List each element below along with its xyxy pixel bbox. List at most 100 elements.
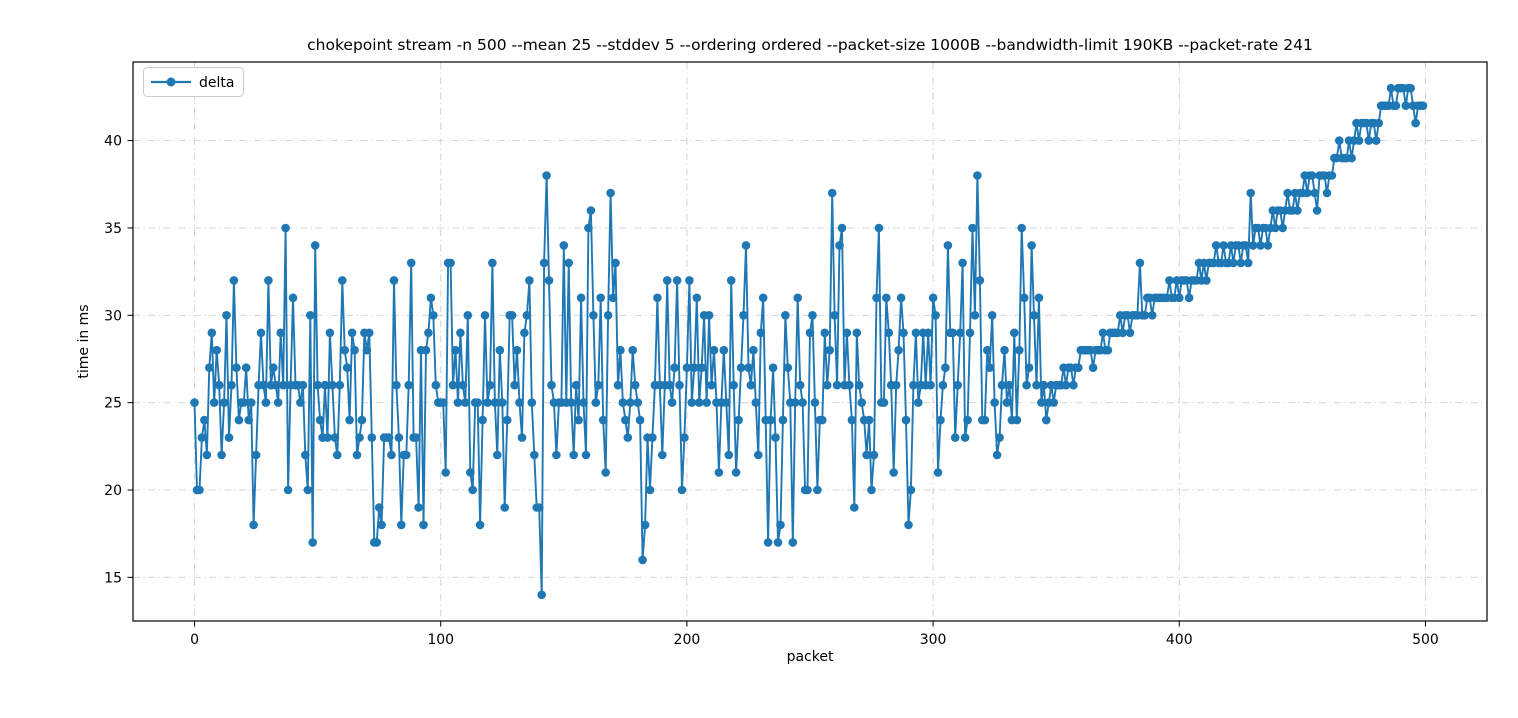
data-point [500, 503, 510, 512]
data-point [1069, 380, 1078, 390]
data-point [345, 415, 354, 425]
data-point [864, 415, 874, 425]
data-line [193, 87, 1423, 596]
y-tick-label: 25 [104, 396, 122, 412]
data-point [825, 345, 834, 355]
data-series-delta [190, 83, 1428, 600]
data-point [387, 450, 396, 460]
data-point [813, 485, 822, 495]
data-point [475, 520, 485, 530]
data-point [601, 468, 610, 477]
data-point [842, 328, 852, 338]
data-point [288, 293, 298, 303]
data-point [1229, 258, 1238, 268]
data-point [1243, 258, 1253, 268]
data-point [217, 450, 226, 460]
x-tick-label: 400 [1166, 632, 1193, 648]
data-point [756, 328, 766, 338]
data-point [734, 415, 743, 425]
data-point [426, 293, 436, 303]
data-point [1074, 363, 1083, 373]
data-point [340, 345, 350, 355]
data-point [992, 450, 1002, 460]
data-point [899, 328, 908, 338]
data-point [202, 450, 212, 460]
data-point [901, 415, 911, 425]
data-point [626, 398, 635, 407]
data-point [997, 380, 1007, 390]
data-point [847, 415, 857, 425]
data-point [276, 328, 286, 338]
data-point [1312, 206, 1322, 215]
data-point [355, 433, 364, 442]
data-point [1147, 311, 1157, 320]
data-point [259, 380, 268, 390]
data-point [342, 363, 352, 373]
data-point [1039, 380, 1049, 390]
data-point [645, 485, 655, 495]
data-point [618, 398, 628, 407]
data-point [566, 398, 576, 407]
data-point [473, 398, 483, 407]
data-point [552, 450, 561, 460]
data-point [1175, 293, 1184, 303]
data-point [776, 520, 785, 530]
data-point [1391, 101, 1401, 110]
data-point [1098, 328, 1108, 338]
data-point [1371, 136, 1381, 145]
data-point [598, 415, 608, 425]
data-point [1042, 415, 1051, 425]
data-point [894, 345, 903, 355]
data-point [714, 468, 724, 477]
data-point [694, 398, 704, 407]
data-point [653, 293, 662, 303]
data-point [741, 241, 751, 250]
data-point [896, 293, 906, 303]
data-point [953, 380, 962, 390]
data-point [406, 258, 416, 268]
data-point [818, 415, 827, 425]
data-point [672, 276, 682, 285]
data-point [537, 590, 546, 600]
data-point [480, 311, 490, 320]
data-point [1027, 241, 1036, 250]
data-point [1401, 101, 1411, 110]
data-point [1140, 311, 1150, 320]
data-point [517, 433, 527, 442]
data-point [852, 328, 862, 338]
data-point [490, 398, 500, 407]
data-point [446, 258, 455, 268]
data-point [200, 415, 209, 425]
data-point [965, 328, 975, 338]
data-point [1088, 363, 1098, 373]
data-point [338, 276, 347, 285]
data-point [402, 450, 411, 460]
data-point [466, 468, 475, 477]
data-point [1015, 345, 1024, 355]
data-point [778, 415, 788, 425]
y-tick-label: 30 [104, 308, 122, 324]
data-point [911, 328, 921, 338]
data-point [251, 450, 261, 460]
data-point [749, 345, 758, 355]
data-point [389, 276, 399, 285]
data-point [968, 223, 977, 233]
data-point [1310, 188, 1319, 198]
data-point [1406, 83, 1415, 93]
data-point [281, 223, 290, 233]
data-point [739, 311, 748, 320]
data-point [1303, 188, 1312, 198]
data-point [1002, 398, 1012, 407]
data-point [891, 380, 901, 390]
data-point [830, 311, 839, 320]
data-point [867, 485, 876, 495]
data-point [296, 398, 305, 407]
data-point [350, 345, 359, 355]
data-point [640, 520, 650, 530]
data-point [1022, 380, 1031, 390]
data-point [677, 485, 687, 495]
data-point [431, 380, 441, 390]
data-point [1307, 171, 1317, 180]
x-tick-label: 200 [674, 632, 701, 648]
data-point [1034, 293, 1044, 303]
